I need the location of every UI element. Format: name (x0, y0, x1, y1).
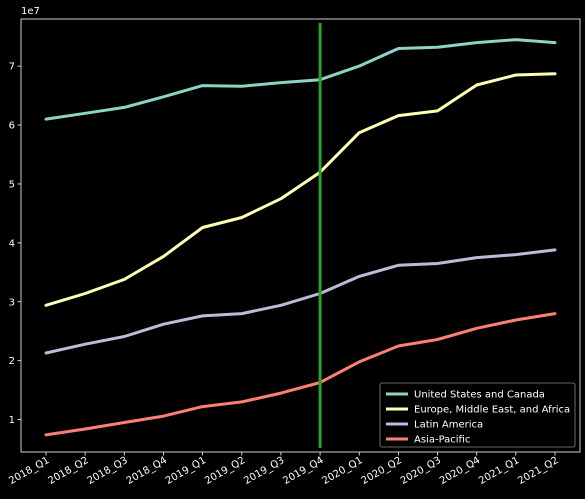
legend-box (379, 382, 576, 448)
y-tick-label: 2 (9, 356, 15, 367)
series-line-2 (44, 72, 557, 307)
y-tick-label: 6 (9, 121, 15, 132)
y-tick-label: 5 (9, 179, 15, 190)
y-tick-label: 1 (9, 415, 15, 426)
series-line-3 (44, 248, 557, 355)
legend-label: Latin America (414, 420, 483, 431)
series-layer (44, 38, 557, 437)
series-line-1 (44, 38, 557, 121)
y-tick-label: 3 (9, 297, 15, 308)
series-line-4 (44, 312, 557, 437)
legend: United States and Canada Europe, Middle E… (379, 382, 576, 448)
y-tick-label: 7 (9, 62, 15, 73)
y-scale-label: 1e7 (21, 6, 40, 17)
legend-label: United States and Canada (414, 390, 545, 401)
y-tick-label: 4 (9, 238, 15, 249)
legend-label: Asia-Pacific (414, 435, 470, 446)
legend-label: Europe, Middle East, and Africa (414, 405, 570, 416)
plot-frame (20, 18, 581, 453)
